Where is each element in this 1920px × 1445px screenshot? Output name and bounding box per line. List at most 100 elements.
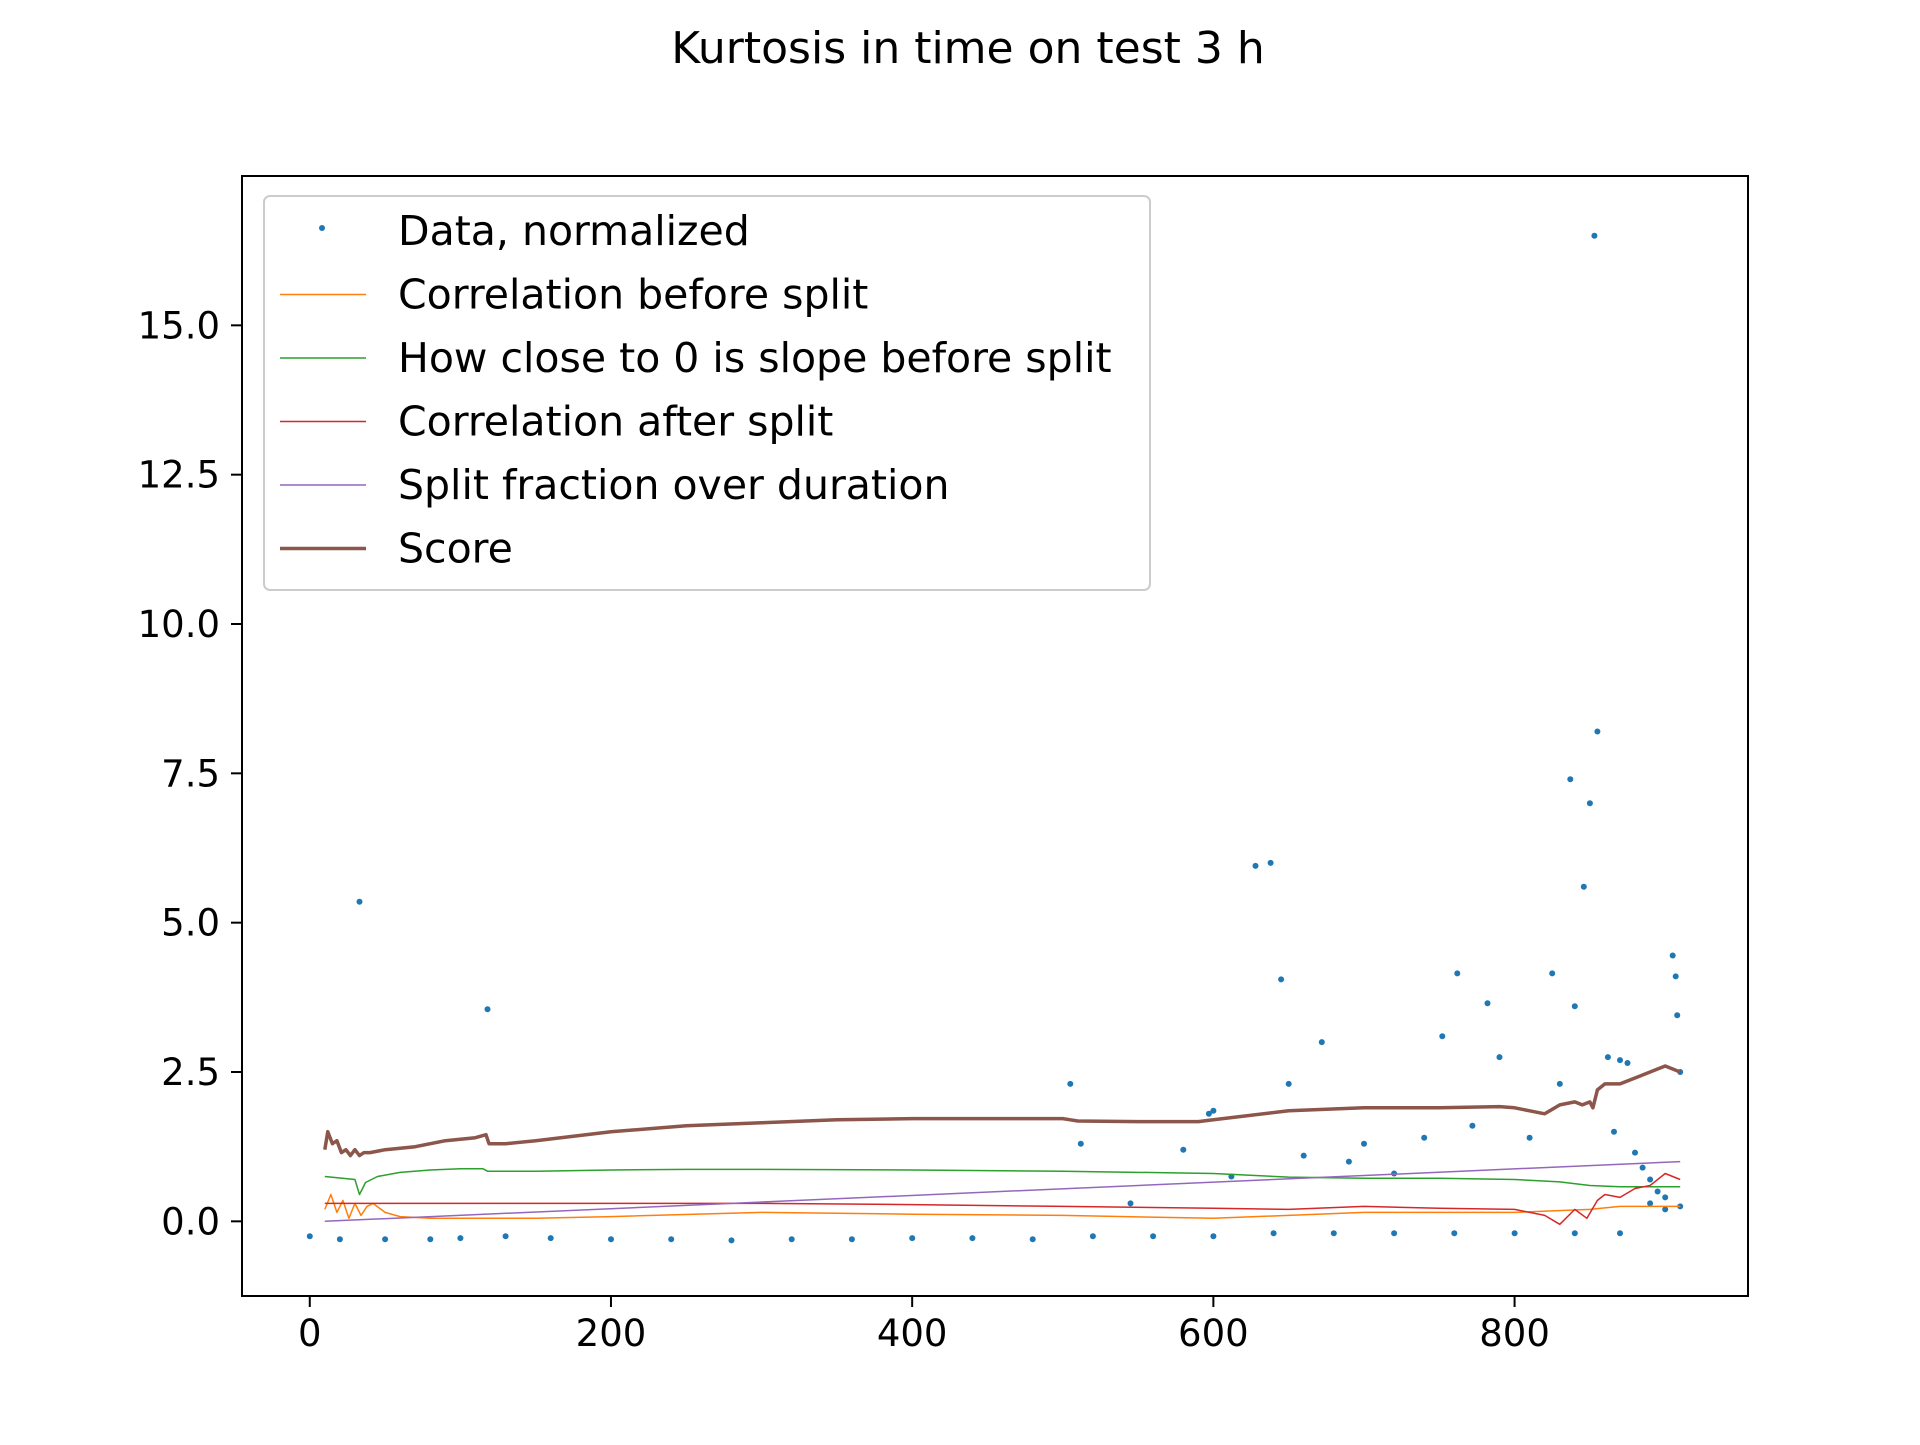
data-point [1639,1164,1646,1171]
legend-label: Score [398,525,513,573]
legend-entry: Correlation after split [280,398,833,446]
legend-label: Data, normalized [398,207,750,255]
series-line-2 [324,1168,1681,1196]
data-point [336,1236,343,1243]
y-tick-label: 12.5 [138,454,220,497]
legend-entry: Data, normalized [319,207,750,255]
data-point [306,1233,313,1240]
data-point [1511,1230,1518,1237]
data-point [356,898,363,905]
data-point [1669,952,1676,959]
data-point [1439,1033,1446,1040]
data-point [1330,1230,1337,1237]
data-point [1662,1194,1669,1201]
data-point [1647,1200,1654,1207]
y-tick-label: 7.5 [161,752,220,795]
data-point [608,1236,614,1243]
legend-label: Split fraction over duration [398,461,949,509]
data-point [1571,1230,1578,1237]
x-tick-label: 400 [877,1312,948,1355]
x-tick-label: 600 [1178,1312,1249,1355]
axes-frame [241,175,1749,1297]
data-point [1127,1200,1134,1207]
plot-area [306,232,1684,1244]
x-tick-label: 800 [1479,1312,1550,1355]
data-point [1654,1188,1661,1195]
data-point [1526,1134,1533,1141]
data-point [1278,976,1285,983]
data-point [1318,1039,1325,1046]
data-point [1567,776,1574,783]
series-line-5 [323,1064,1681,1158]
data-point [969,1235,976,1242]
legend-entry: Correlation before split [280,271,868,319]
data-point [1674,1012,1681,1019]
data-point [1611,1128,1617,1135]
data-point [848,1236,855,1243]
data-point [1647,1176,1654,1183]
data-point [502,1233,509,1240]
data-point [1089,1233,1096,1240]
data-point [1571,1003,1578,1010]
data-point [1586,800,1593,807]
data-point [728,1237,735,1244]
data-point [1484,1000,1491,1007]
data-point [1029,1236,1036,1243]
data-point [382,1236,389,1243]
data-point [1604,1054,1611,1061]
legend-marker [319,225,325,231]
data-point [1285,1080,1292,1087]
data-point [1624,1060,1631,1066]
legend-entry: Split fraction over duration [280,461,949,509]
series-line-3 [324,1172,1681,1226]
data-point [1672,973,1679,980]
data-point [1451,1230,1458,1237]
data-point [1632,1149,1638,1156]
legend-label: Correlation after split [398,398,833,446]
data-point [1077,1140,1084,1147]
data-point [1345,1158,1352,1165]
legend-label: How close to 0 is slope before split [398,334,1112,382]
legend: Data, normalized Correlation before split… [263,195,1151,591]
legend-entry: How close to 0 is slope before split [280,334,1112,382]
data-point [668,1236,675,1243]
data-point [1067,1080,1074,1087]
axes: 0 200 400 600 800 0.0 2.5 5.0 7.5 10.0 12.5 15.0 [138,175,1749,1355]
data-point [1662,1206,1669,1213]
y-tick-label: 5.0 [161,902,220,945]
data-point [484,1006,491,1013]
y-tick-label: 2.5 [161,1051,220,1094]
data-point [1391,1230,1398,1237]
y-tick-label: 10.0 [138,603,220,646]
data-point [1469,1122,1476,1129]
data-point [1210,1107,1217,1114]
y-tick-label: 15.0 [138,304,220,347]
data-point [1617,1230,1623,1237]
data-point [788,1236,795,1243]
data-point [1454,970,1461,977]
data-point [909,1235,916,1242]
legend-entry: Score [280,525,513,573]
legend-label: Correlation before split [398,271,868,319]
y-tick-label: 0.0 [161,1200,220,1243]
data-point [1421,1134,1428,1141]
data-point [1210,1233,1217,1240]
data-point [1300,1152,1307,1159]
data-point [1361,1140,1367,1147]
data-point [1252,862,1259,869]
chart-title: Kurtosis in time on test 3 h [671,23,1265,74]
data-point [427,1236,434,1243]
x-tick-label: 0 [298,1312,322,1355]
data-point [547,1235,554,1242]
data-point [1549,970,1556,977]
data-point [1580,883,1587,890]
data-point [457,1235,464,1242]
x-tick-label: 200 [576,1312,647,1355]
scatter-series-data-normalized [306,232,1684,1244]
data-point [1205,1110,1212,1117]
series-line-4 [324,1160,1681,1223]
data-point [1496,1054,1503,1061]
data-point [1617,1057,1623,1064]
